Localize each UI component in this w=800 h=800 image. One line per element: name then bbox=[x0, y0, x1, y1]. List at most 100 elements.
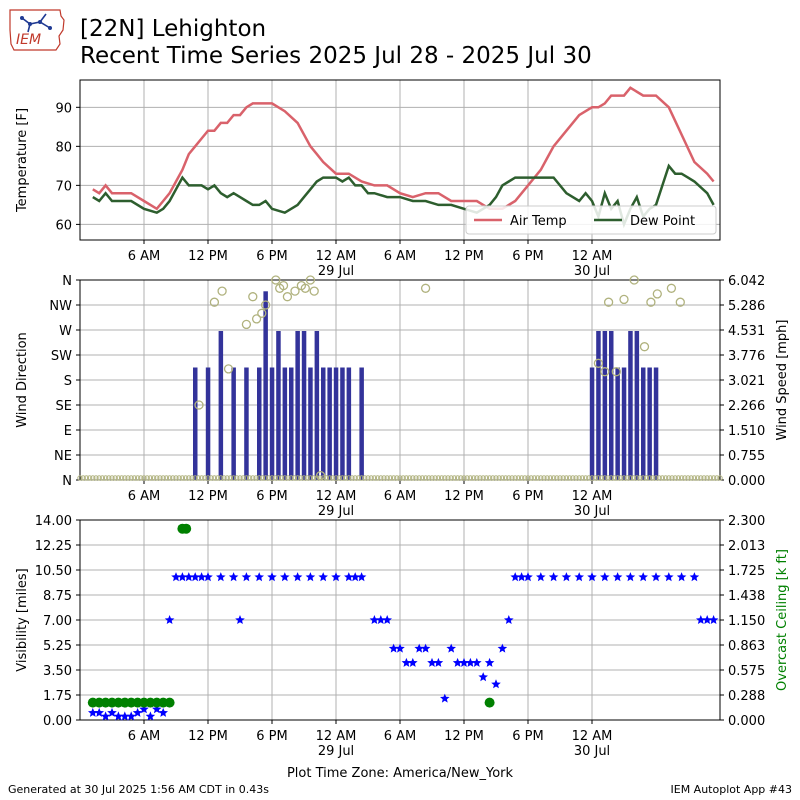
wind-direction-calm-point bbox=[256, 475, 262, 481]
y-tick-label-2-2: 3.50 bbox=[43, 664, 72, 679]
visibility-point bbox=[472, 657, 482, 667]
x-tick-label-0-6: 6 PM bbox=[512, 249, 543, 264]
wind-direction-calm-point bbox=[451, 475, 458, 481]
visibility-point bbox=[414, 643, 424, 653]
visibility-point bbox=[113, 711, 124, 721]
wind-direction-calm-point bbox=[685, 475, 691, 481]
wind-direction-calm-point bbox=[646, 475, 653, 481]
visibility-point bbox=[401, 657, 412, 667]
wind-direction-calm-point bbox=[714, 475, 720, 481]
visibility-point bbox=[107, 707, 117, 717]
wind-speed-bar bbox=[653, 367, 659, 480]
visibility-point bbox=[497, 643, 508, 653]
x-tick-label-2-3-date: 29 Jul bbox=[318, 744, 354, 759]
wind-speed-bar bbox=[193, 367, 198, 480]
visibility-point bbox=[587, 572, 597, 582]
wind-direction-calm-point bbox=[461, 475, 467, 481]
legend-label-dew-point: Dew Point bbox=[630, 214, 695, 229]
wind-direction-calm-point bbox=[301, 475, 307, 481]
wind-speed-bar bbox=[205, 367, 211, 480]
wind-direction-calm-point bbox=[397, 475, 403, 481]
wind-direction-calm-point bbox=[605, 475, 611, 481]
visibility-point bbox=[459, 657, 469, 667]
y2-tick-label-1-0: 0.000 bbox=[728, 474, 765, 489]
wind-direction-calm-point bbox=[518, 475, 525, 481]
wind-direction-point bbox=[282, 292, 293, 302]
wind-direction-calm-point bbox=[566, 475, 573, 481]
y-tick-label-1-4: S bbox=[64, 374, 72, 389]
wind-direction-calm-point bbox=[678, 475, 685, 481]
wind-direction-point bbox=[629, 275, 639, 285]
visibility-point bbox=[356, 572, 367, 582]
visibility-point bbox=[190, 572, 200, 582]
y2-tick-label-1-2: 1.510 bbox=[728, 424, 765, 439]
wind-direction-calm-point bbox=[237, 475, 243, 481]
wind-direction-calm-point bbox=[522, 475, 528, 481]
x-tick-label-1-6: 6 PM bbox=[512, 489, 543, 504]
x-tick-label-2-7: 12 AM bbox=[572, 729, 613, 744]
y2-tick-label-1-5: 3.776 bbox=[728, 349, 765, 364]
wind-direction-calm-point bbox=[662, 475, 669, 481]
wind-direction-calm-point bbox=[602, 475, 608, 481]
wind-direction-calm-point bbox=[544, 475, 550, 481]
wind-direction-calm-point bbox=[653, 475, 659, 481]
wind-direction-calm-point bbox=[288, 475, 294, 481]
wind-direction-calm-point bbox=[416, 475, 422, 481]
wind-direction-point bbox=[251, 314, 262, 324]
wind-direction-calm-point bbox=[707, 475, 714, 481]
wind-direction-calm-point bbox=[502, 475, 509, 481]
wind-direction-calm-point bbox=[624, 475, 630, 481]
wind-speed-bar bbox=[634, 331, 640, 480]
wind-direction-calm-point bbox=[291, 475, 298, 481]
chart-title-period: Recent Time Series 2025 Jul 28 - 2025 Ju… bbox=[80, 43, 592, 69]
wind-direction-calm-point bbox=[454, 475, 461, 481]
wind-direction-calm-point bbox=[262, 475, 269, 481]
wind-direction-point bbox=[248, 292, 258, 302]
visibility-point bbox=[164, 615, 175, 624]
visibility-point bbox=[696, 615, 706, 624]
wind-direction-calm-point bbox=[563, 475, 570, 481]
wind-direction-calm-point bbox=[598, 475, 605, 481]
wind-direction-calm-point bbox=[477, 475, 483, 481]
visibility-point bbox=[235, 615, 245, 624]
wind-speed-bar bbox=[218, 331, 224, 480]
visibility-point bbox=[376, 615, 386, 624]
y-axis-label-1: Wind Direction bbox=[15, 332, 30, 428]
wind-direction-calm-point bbox=[365, 475, 371, 481]
wind-speed-bar bbox=[327, 367, 332, 480]
chart-title-station: [22N] Lehighton bbox=[80, 16, 267, 42]
y2-axis-label-2: Overcast Ceiling [k ft] bbox=[775, 549, 790, 691]
y2-tick-label-1-1: 0.755 bbox=[728, 449, 765, 464]
wind-direction-point bbox=[209, 297, 220, 307]
visibility-point bbox=[484, 657, 495, 667]
wind-direction-calm-point bbox=[435, 475, 442, 481]
wind-direction-point bbox=[666, 283, 677, 293]
wind-direction-calm-point bbox=[106, 475, 112, 481]
wind-direction-calm-point bbox=[138, 475, 144, 481]
y-tick-label-2-8: 14.00 bbox=[35, 514, 72, 529]
visibility-point bbox=[510, 572, 520, 582]
wind-direction-calm-point bbox=[90, 475, 96, 481]
wind-direction-calm-point bbox=[643, 475, 650, 481]
y-axis-label-0: Temperature [F] bbox=[15, 108, 30, 213]
wind-speed-bar bbox=[340, 367, 345, 480]
wind-direction-calm-point bbox=[205, 475, 211, 481]
visibility-point bbox=[427, 657, 437, 667]
wind-speed-bar bbox=[282, 367, 288, 480]
x-tick-label-1-4: 6 AM bbox=[384, 489, 417, 504]
wind-direction-calm-point bbox=[378, 475, 384, 481]
wind-speed-bar bbox=[602, 331, 608, 480]
visibility-point bbox=[651, 572, 661, 582]
wind-direction-calm-point bbox=[592, 475, 598, 481]
legend-box bbox=[465, 205, 717, 235]
y-tick-label-0-0: 60 bbox=[55, 218, 72, 233]
wind-direction-calm-point bbox=[83, 475, 90, 481]
wind-direction-calm-point bbox=[230, 475, 237, 481]
wind-direction-calm-point bbox=[614, 475, 621, 481]
wind-direction-calm-point bbox=[525, 475, 531, 481]
wind-direction-calm-point bbox=[157, 475, 163, 481]
wind-direction-calm-point bbox=[266, 475, 272, 481]
y-tick-label-0-2: 80 bbox=[55, 140, 72, 155]
wind-direction-calm-point bbox=[202, 475, 208, 481]
wind-direction-calm-point bbox=[250, 475, 256, 481]
